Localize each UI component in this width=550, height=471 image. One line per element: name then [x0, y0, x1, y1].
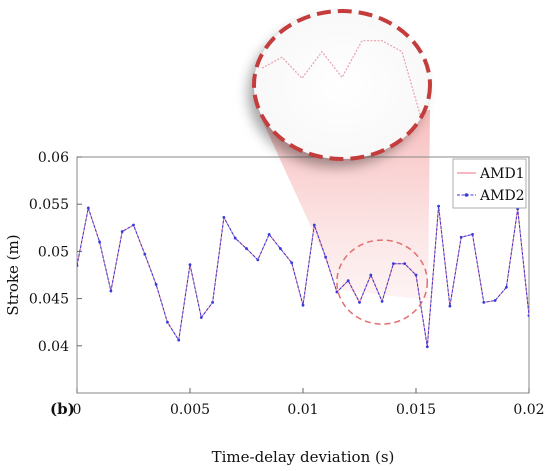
series-line-amd2 [77, 206, 529, 347]
data-point-amd2 [324, 255, 327, 259]
data-point-amd2 [154, 283, 158, 286]
data-point-amd2 [493, 299, 497, 302]
panel-label: (b) [50, 400, 75, 418]
data-point-amd2 [527, 314, 529, 317]
magnifier-lens [252, 9, 432, 161]
y-tick-label: 0.04 [38, 339, 69, 355]
data-point-amd2 [98, 240, 101, 244]
data-point-amd2 [233, 236, 237, 240]
data-point-amd2 [245, 247, 248, 250]
y-tick-label: 0.055 [29, 197, 69, 213]
data-point-amd2 [166, 320, 169, 324]
legend-label-amd1: AMD1 [479, 166, 525, 182]
y-tick-label: 0.06 [38, 150, 69, 166]
x-tick-label: 0.02 [513, 402, 544, 418]
data-point-amd2 [505, 285, 508, 289]
data-point-amd2 [211, 300, 215, 304]
zoom-ellipse [336, 239, 429, 325]
data-point-amd2 [369, 273, 373, 277]
data-point-amd2 [482, 300, 486, 304]
data-point-amd2 [120, 230, 124, 233]
data-point-amd2 [188, 263, 192, 267]
data-point-amd2 [380, 300, 384, 303]
x-tick-label: 0.015 [396, 402, 436, 418]
y-tick-label: 0.045 [29, 292, 69, 308]
data-point-amd2 [437, 204, 440, 208]
data-point-amd2 [346, 279, 350, 283]
data-point-amd2 [279, 247, 282, 250]
data-point-amd2 [267, 233, 271, 236]
data-point-amd2 [312, 223, 316, 227]
data-point-amd2 [199, 316, 203, 319]
data-point-amd2 [256, 258, 260, 262]
data-point-amd2 [448, 304, 452, 308]
data-point-amd2 [222, 216, 226, 219]
legend: AMD1 AMD2 [452, 158, 527, 209]
series-line-amd1 [77, 205, 529, 347]
data-point-amd2 [143, 252, 147, 256]
data-point-amd2 [425, 345, 429, 349]
y-axis-label: Stroke (m) [4, 234, 22, 315]
data-point-amd2 [358, 300, 361, 304]
data-point-amd2 [109, 289, 113, 293]
data-point-amd2 [301, 303, 305, 307]
data-point-amd2 [459, 235, 463, 239]
data-point-amd2 [392, 262, 395, 266]
magnified-series-line [261, 40, 423, 122]
legend-marker-amd2 [464, 193, 469, 197]
legend-label-amd2: AMD2 [479, 188, 525, 204]
x-tick-label: 0 [73, 402, 82, 418]
data-point-amd2 [403, 262, 407, 266]
data-point-amd2 [77, 264, 79, 267]
x-tick-label: 0.005 [170, 402, 210, 418]
y-tick-label: 0.05 [38, 244, 69, 260]
data-point-amd2 [471, 233, 474, 236]
data-point-amd2 [86, 206, 90, 210]
x-tick-label: 0.01 [287, 402, 318, 418]
x-axis-label: Time-delay deviation (s) [212, 448, 395, 466]
data-point-amd2 [177, 338, 181, 342]
data-point-amd2 [335, 290, 339, 294]
data-point-amd2 [132, 223, 135, 227]
data-point-amd2 [414, 273, 418, 277]
data-point-amd2 [290, 261, 294, 265]
